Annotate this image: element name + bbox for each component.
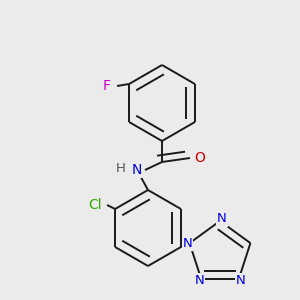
Text: O: O	[195, 151, 206, 165]
Text: N: N	[183, 237, 192, 250]
Text: N: N	[236, 274, 246, 287]
Text: N: N	[194, 274, 204, 287]
Text: F: F	[103, 79, 111, 93]
Text: H: H	[116, 161, 126, 175]
Text: Cl: Cl	[88, 198, 102, 212]
Text: N: N	[217, 212, 227, 226]
Text: N: N	[132, 163, 142, 177]
